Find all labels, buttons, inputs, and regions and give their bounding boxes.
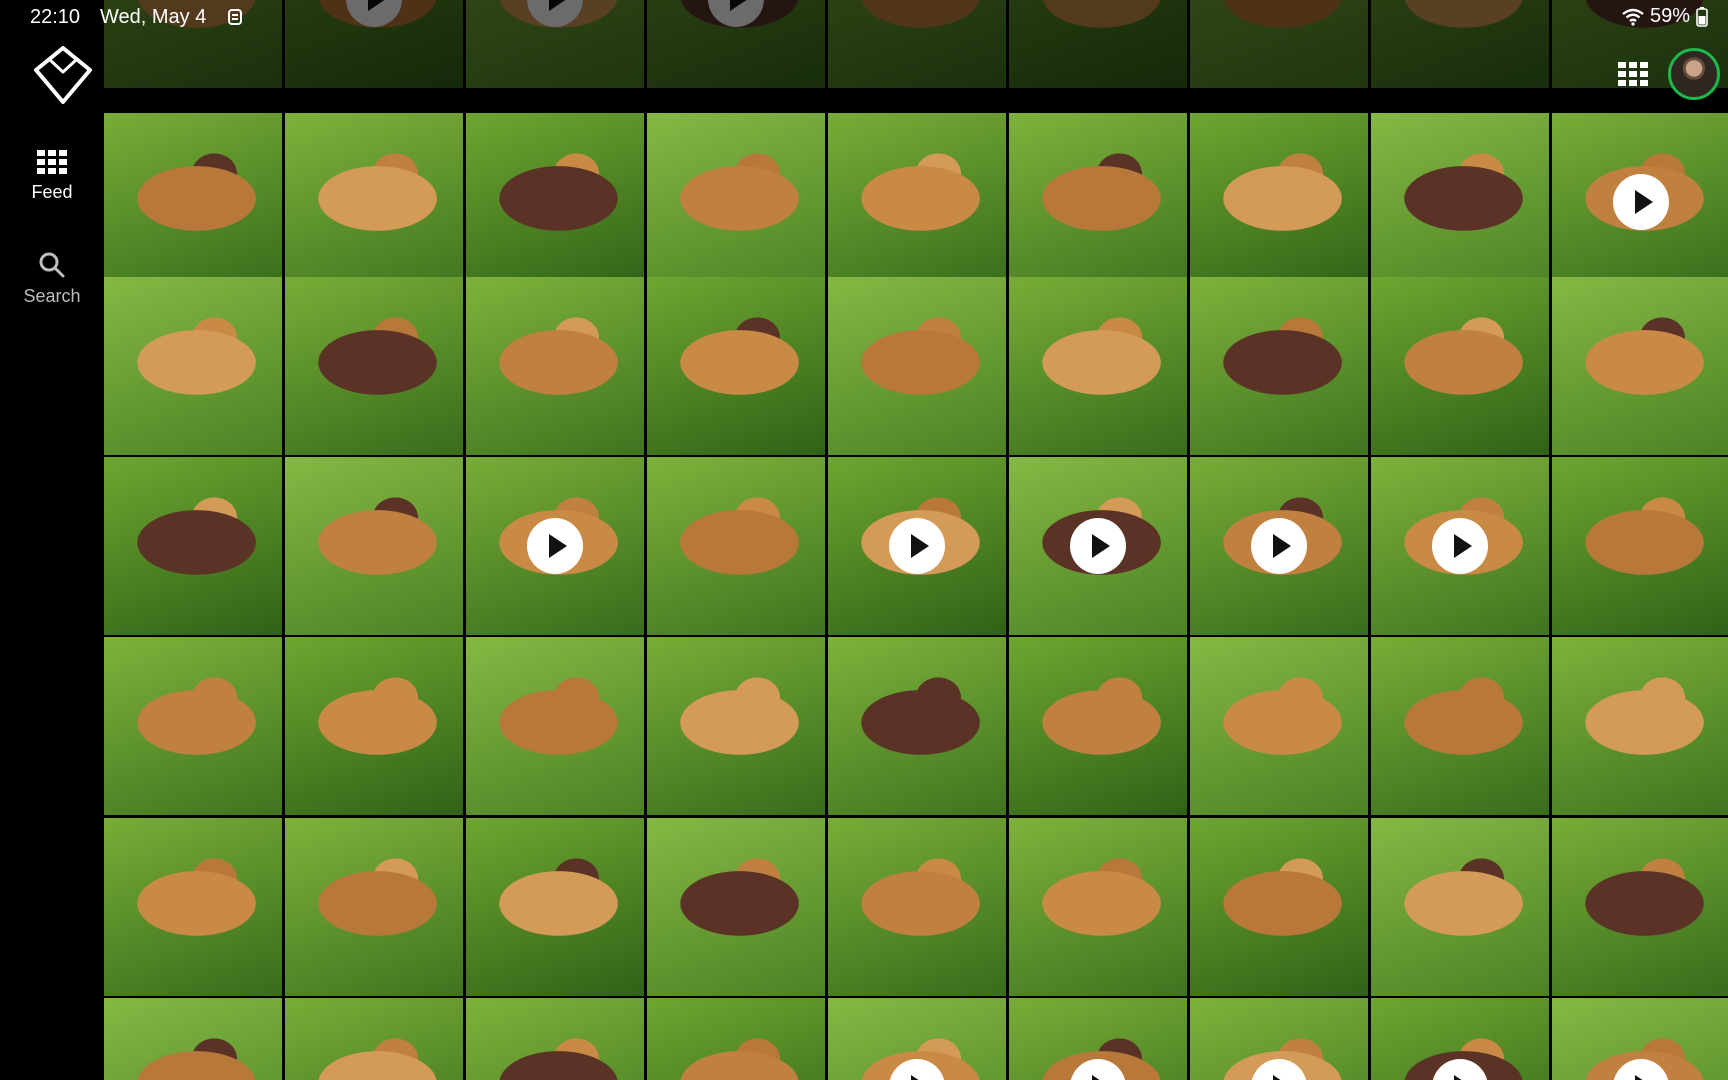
photo-thumbnail[interactable] [466, 457, 644, 635]
photo-thumbnail[interactable] [1190, 457, 1368, 635]
play-icon[interactable] [1432, 1059, 1488, 1080]
photo-thumbnail[interactable] [466, 818, 644, 996]
photo-thumbnail[interactable] [1009, 0, 1187, 88]
photo-thumbnail[interactable] [285, 998, 463, 1080]
photo-thumbnail[interactable] [1552, 637, 1728, 815]
photo-thumbnail[interactable] [1009, 457, 1187, 635]
photo-thumbnail[interactable] [647, 818, 825, 996]
photo-thumbnail[interactable] [1009, 637, 1187, 815]
search-icon [39, 252, 65, 278]
photo-thumbnail[interactable] [285, 0, 463, 88]
photo-thumbnail[interactable] [1190, 998, 1368, 1080]
photo-thumbnail[interactable] [1371, 637, 1549, 815]
play-icon[interactable] [527, 0, 583, 27]
photo-thumbnail[interactable] [1371, 818, 1549, 996]
photo-thumbnail[interactable] [104, 113, 282, 291]
play-icon[interactable] [1613, 1059, 1669, 1080]
photo-thumbnail[interactable] [1371, 0, 1549, 88]
photo-thumbnail[interactable] [647, 637, 825, 815]
photo-thumbnail[interactable] [104, 0, 282, 88]
photo-thumbnail[interactable] [1371, 113, 1549, 291]
photo-thumbnail[interactable] [466, 277, 644, 455]
photo-thumbnail[interactable] [1009, 277, 1187, 455]
photo-thumbnail[interactable] [1190, 818, 1368, 996]
photo-thumbnail[interactable] [466, 0, 644, 88]
photo-thumbnail[interactable] [1552, 457, 1728, 635]
app-logo-icon[interactable] [30, 44, 96, 106]
sidebar-item-search[interactable]: Search [0, 252, 104, 307]
photo-thumbnail[interactable] [1009, 113, 1187, 291]
photo-thumbnail[interactable] [647, 0, 825, 88]
play-icon[interactable] [527, 518, 583, 574]
avatar[interactable] [1668, 48, 1720, 100]
photo-thumbnail[interactable] [1009, 998, 1187, 1080]
photo-thumbnail[interactable] [828, 637, 1006, 815]
play-icon[interactable] [1070, 1059, 1126, 1080]
grid-icon [37, 150, 67, 174]
photo-thumbnail[interactable] [1371, 457, 1549, 635]
battery-percent: 59% [1649, 5, 1690, 27]
photo-thumbnail[interactable] [828, 277, 1006, 455]
photo-thumbnail[interactable] [104, 277, 282, 455]
play-icon[interactable] [1070, 518, 1126, 574]
play-icon[interactable] [1432, 518, 1488, 574]
play-icon[interactable] [346, 0, 402, 27]
photo-thumbnail[interactable] [466, 113, 644, 291]
sidebar-item-label: Feed [31, 182, 73, 202]
photo-thumbnail[interactable] [466, 998, 644, 1080]
photo-thumbnail[interactable] [104, 637, 282, 815]
sidebar-item-feed[interactable]: Feed [0, 150, 104, 203]
sidebar: Feed Search [0, 0, 104, 1080]
photo-thumbnail[interactable] [828, 998, 1006, 1080]
play-icon[interactable] [1613, 174, 1669, 230]
photo-thumbnail[interactable] [285, 637, 463, 815]
play-icon[interactable] [1251, 518, 1307, 574]
photo-thumbnail[interactable] [1552, 818, 1728, 996]
photo-thumbnail[interactable] [1371, 998, 1549, 1080]
photo-thumbnail[interactable] [1371, 277, 1549, 455]
play-icon[interactable] [889, 1059, 945, 1080]
photo-thumbnail[interactable] [285, 113, 463, 291]
photo-thumbnail[interactable] [1552, 277, 1728, 455]
photo-thumbnail[interactable] [1190, 637, 1368, 815]
photo-grid [104, 0, 1728, 1080]
play-icon[interactable] [708, 0, 764, 27]
sidebar-item-label: Search [23, 286, 81, 306]
photo-thumbnail[interactable] [647, 998, 825, 1080]
photo-thumbnail[interactable] [647, 113, 825, 291]
grid-view-icon[interactable] [1618, 62, 1648, 86]
photo-thumbnail[interactable] [104, 457, 282, 635]
photo-thumbnail[interactable] [104, 998, 282, 1080]
photo-thumbnail[interactable] [647, 457, 825, 635]
photo-thumbnail[interactable] [1009, 818, 1187, 996]
photo-thumbnail[interactable] [285, 277, 463, 455]
photo-thumbnail[interactable] [1190, 0, 1368, 88]
photo-thumbnail[interactable] [828, 113, 1006, 291]
play-icon[interactable] [889, 518, 945, 574]
photo-thumbnail[interactable] [647, 277, 825, 455]
photo-thumbnail[interactable] [285, 818, 463, 996]
photo-thumbnail[interactable] [1190, 113, 1368, 291]
photo-thumbnail[interactable] [104, 818, 282, 996]
photo-thumbnail[interactable] [1552, 998, 1728, 1080]
photo-thumbnail[interactable] [1190, 277, 1368, 455]
photo-thumbnail[interactable] [285, 457, 463, 635]
photo-thumbnail[interactable] [466, 637, 644, 815]
photo-thumbnail[interactable] [828, 0, 1006, 88]
photo-thumbnail[interactable] [828, 457, 1006, 635]
photo-thumbnail[interactable] [1552, 113, 1728, 291]
play-icon[interactable] [1251, 1059, 1307, 1080]
photo-thumbnail[interactable] [828, 818, 1006, 996]
